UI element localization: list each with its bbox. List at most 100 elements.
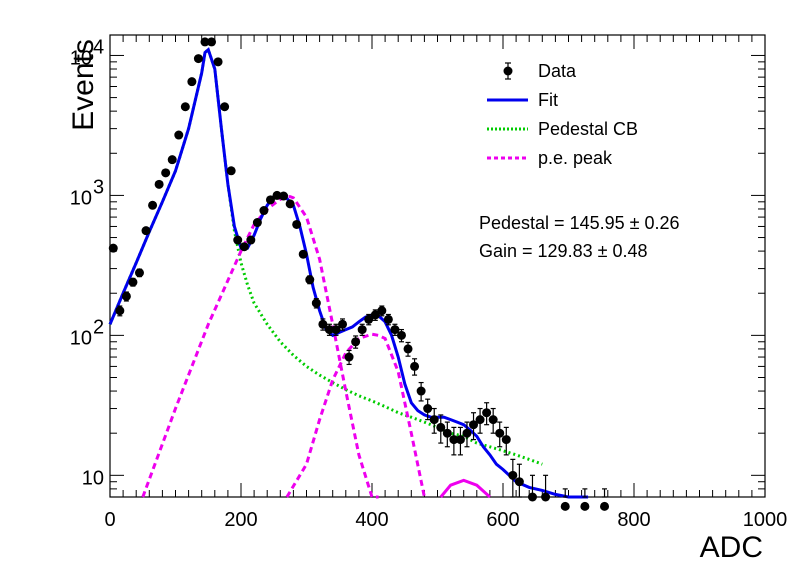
pe-peak-curve — [439, 478, 491, 499]
data-point — [357, 325, 367, 335]
legend-label: Fit — [538, 90, 558, 110]
x-tick-label: 800 — [617, 509, 650, 531]
x-tick-label: 400 — [355, 509, 388, 531]
data-point — [390, 325, 400, 335]
y-tick-exponent: 4 — [93, 36, 104, 58]
data-point — [115, 306, 125, 316]
data-point — [364, 314, 374, 324]
data-point — [442, 428, 452, 438]
data-point — [161, 168, 171, 178]
data-point — [436, 422, 446, 432]
data-point — [134, 268, 144, 278]
data-point — [560, 501, 570, 511]
data-point — [488, 415, 498, 425]
data-point — [141, 226, 151, 236]
data-point — [377, 306, 387, 316]
y-tick-exponent: 3 — [93, 176, 104, 198]
x-tick-label: 200 — [224, 509, 257, 531]
annotation-gain: Gain = 129.83 ± 0.48 — [479, 241, 648, 261]
legend-label: Data — [538, 61, 577, 81]
data-point — [344, 352, 354, 362]
legend-label: Pedestal CB — [538, 119, 638, 139]
y-tick-label: 10 — [82, 467, 104, 489]
y-tick-label: 10 — [70, 47, 92, 69]
legend-label: p.e. peak — [538, 148, 613, 168]
y-tick-exponent: 2 — [93, 316, 104, 338]
data-point — [193, 54, 203, 64]
data-point — [213, 57, 223, 67]
data-point — [226, 166, 236, 176]
data-point — [233, 235, 243, 245]
data-point — [311, 298, 321, 308]
data-point — [580, 501, 590, 511]
data-point — [331, 325, 341, 335]
data-point — [187, 77, 197, 87]
data-point — [108, 243, 118, 253]
pe-peak-curve — [141, 195, 379, 499]
data-point — [128, 277, 138, 287]
data-point — [246, 235, 256, 245]
data-point — [305, 275, 315, 285]
x-axis-title: ADC — [700, 531, 763, 564]
data-point — [259, 206, 269, 216]
data-point — [121, 291, 131, 301]
data-point — [351, 337, 361, 347]
data-point — [285, 199, 295, 209]
data-point — [403, 344, 413, 354]
data-point — [298, 249, 308, 259]
data-point — [462, 428, 472, 438]
data-point — [475, 415, 485, 425]
axis-ticks — [109, 35, 766, 498]
data-point — [207, 37, 217, 47]
data-point — [154, 179, 164, 189]
x-tick-label: 0 — [104, 509, 115, 531]
data-point — [449, 435, 459, 445]
data-point — [482, 408, 492, 418]
data-point — [252, 218, 262, 228]
annotation-pedestal: Pedestal = 145.95 ± 0.26 — [479, 213, 680, 233]
data-point — [514, 477, 524, 487]
data-point — [429, 415, 439, 425]
data-point — [148, 200, 158, 210]
data-point — [423, 404, 433, 414]
legend-marker-data — [503, 66, 513, 76]
data-point — [370, 310, 380, 320]
y-axis-title: Events — [67, 39, 100, 131]
data-point — [383, 314, 393, 324]
y-tick-label: 10 — [70, 187, 92, 209]
data-point — [324, 325, 334, 335]
data-point — [272, 190, 282, 200]
data-point — [167, 155, 177, 165]
legend: Data Fit Pedestal CB p.e. peak — [487, 61, 638, 168]
x-tick-label: 600 — [486, 509, 519, 531]
data-points — [108, 37, 610, 511]
data-point — [455, 435, 465, 445]
data-point — [410, 361, 420, 371]
data-point — [508, 470, 518, 480]
series-layer — [108, 47, 589, 499]
data-point — [200, 37, 210, 47]
pe-peak-curve — [285, 332, 426, 498]
data-point — [396, 330, 406, 340]
y-tick-label: 10 — [70, 327, 92, 349]
data-point — [279, 191, 289, 201]
data-point — [416, 386, 426, 396]
data-point — [338, 319, 348, 329]
data-point — [239, 242, 249, 252]
data-point — [469, 420, 479, 430]
data-point — [495, 428, 505, 438]
data-point — [174, 130, 184, 140]
data-point — [600, 501, 610, 511]
data-point — [318, 319, 328, 329]
data-point — [541, 492, 551, 502]
data-point — [292, 219, 302, 229]
data-point — [527, 492, 537, 502]
data-point — [180, 102, 190, 112]
data-point — [220, 102, 230, 112]
data-point — [501, 435, 511, 445]
x-tick-label: 1000 — [743, 509, 788, 531]
fit-curve — [108, 47, 589, 499]
data-point — [265, 195, 275, 205]
